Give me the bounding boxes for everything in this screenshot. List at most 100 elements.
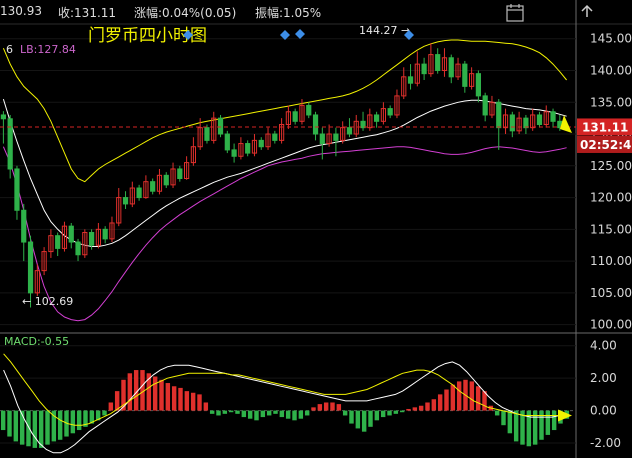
candle-body <box>231 149 237 157</box>
header-close: 收:131.11 <box>58 6 117 20</box>
macd-bar <box>95 410 101 421</box>
candle-body <box>523 117 529 129</box>
macd-bar <box>349 410 354 424</box>
candle-body <box>428 54 434 75</box>
candle <box>224 130 230 154</box>
last-price-value: 131.11 <box>582 120 628 134</box>
macd-bar <box>228 410 234 413</box>
macd-bar <box>361 410 367 432</box>
macd-bar <box>184 391 190 411</box>
candle-body <box>204 127 210 141</box>
candle-body <box>360 120 366 129</box>
candle <box>55 232 61 257</box>
dea-line <box>3 353 567 426</box>
candle-body <box>245 143 251 154</box>
price-arrow-icon <box>560 114 572 133</box>
candle <box>435 48 441 74</box>
event-marker-diamond[interactable] <box>404 30 414 40</box>
macd-bar <box>501 410 506 426</box>
dif-line <box>3 361 567 454</box>
candle-body <box>462 63 468 87</box>
candle-body <box>543 111 549 125</box>
candle <box>197 118 203 150</box>
indicator-lines <box>2 39 567 322</box>
candle-body <box>292 111 298 122</box>
candle <box>421 57 427 81</box>
candle-body <box>306 104 312 116</box>
candle-body <box>68 225 74 243</box>
candle-body <box>48 235 54 253</box>
macd-bar <box>121 379 126 411</box>
macd-tick-label: 2.00 <box>590 371 617 385</box>
macd-bar <box>89 410 95 424</box>
macd-bar <box>539 410 544 440</box>
candle <box>292 108 298 125</box>
candle-body <box>536 114 543 125</box>
high-value: 144.27 <box>359 24 398 37</box>
candle-body <box>14 168 20 211</box>
candle <box>312 111 319 141</box>
candle <box>285 105 291 129</box>
macd-bar <box>76 410 82 431</box>
macd-bar <box>197 394 202 411</box>
macd-bar <box>203 402 209 411</box>
macd-bar <box>178 387 183 411</box>
candle-body <box>279 123 285 141</box>
candle-body <box>41 251 47 272</box>
macd-bar <box>456 381 462 411</box>
candle-body <box>34 270 40 294</box>
candle <box>346 118 353 138</box>
candle <box>150 178 156 195</box>
candle <box>428 43 434 77</box>
macd-bar <box>431 399 437 411</box>
macd-bar <box>368 410 373 427</box>
up-arrow-icon[interactable] <box>581 4 593 17</box>
event-marker-diamond[interactable] <box>280 30 290 40</box>
event-marker-diamond[interactable] <box>295 29 305 39</box>
candle <box>367 108 373 131</box>
price-tick-label: 140.00 <box>590 63 632 77</box>
candle-body <box>374 114 380 122</box>
candle-body <box>550 111 556 122</box>
macd-bar <box>140 370 145 411</box>
price-tick-label: 135.00 <box>590 95 632 109</box>
candle <box>251 134 258 157</box>
candle <box>116 188 122 227</box>
candle-body <box>394 95 400 116</box>
macd-bar <box>83 410 88 427</box>
macd-bar <box>330 402 335 411</box>
macd-bar <box>311 407 316 411</box>
event-marker-diamond[interactable] <box>183 30 193 40</box>
candle-body <box>129 187 135 205</box>
candle-body <box>27 241 34 294</box>
candle <box>34 264 40 297</box>
candle <box>68 222 74 249</box>
macd-bar <box>450 384 456 411</box>
candle <box>340 121 346 144</box>
macd-bar <box>222 410 228 414</box>
candle-body <box>299 104 305 122</box>
candle <box>136 184 142 201</box>
candle-body <box>448 57 454 78</box>
candle-body <box>95 228 101 246</box>
candle <box>258 137 264 150</box>
candle <box>536 111 543 128</box>
candle <box>122 191 129 209</box>
macd-bar <box>304 410 310 416</box>
candle-body <box>326 133 332 145</box>
countdown-value: 02:52:47 <box>580 138 632 152</box>
boll-upper-line <box>2 39 567 183</box>
price-tick-label: 105.00 <box>590 286 632 300</box>
candle <box>326 124 332 147</box>
candle <box>143 175 149 199</box>
candle <box>41 247 47 276</box>
candle <box>48 229 54 258</box>
macd-bar <box>285 410 291 419</box>
candle-body <box>21 209 27 243</box>
candle-body <box>251 139 258 154</box>
candle-body <box>530 114 536 129</box>
calendar-icon[interactable] <box>506 4 524 22</box>
header-change: 涨幅:0.04%(0.05) <box>134 6 237 20</box>
candle-body <box>401 76 407 97</box>
